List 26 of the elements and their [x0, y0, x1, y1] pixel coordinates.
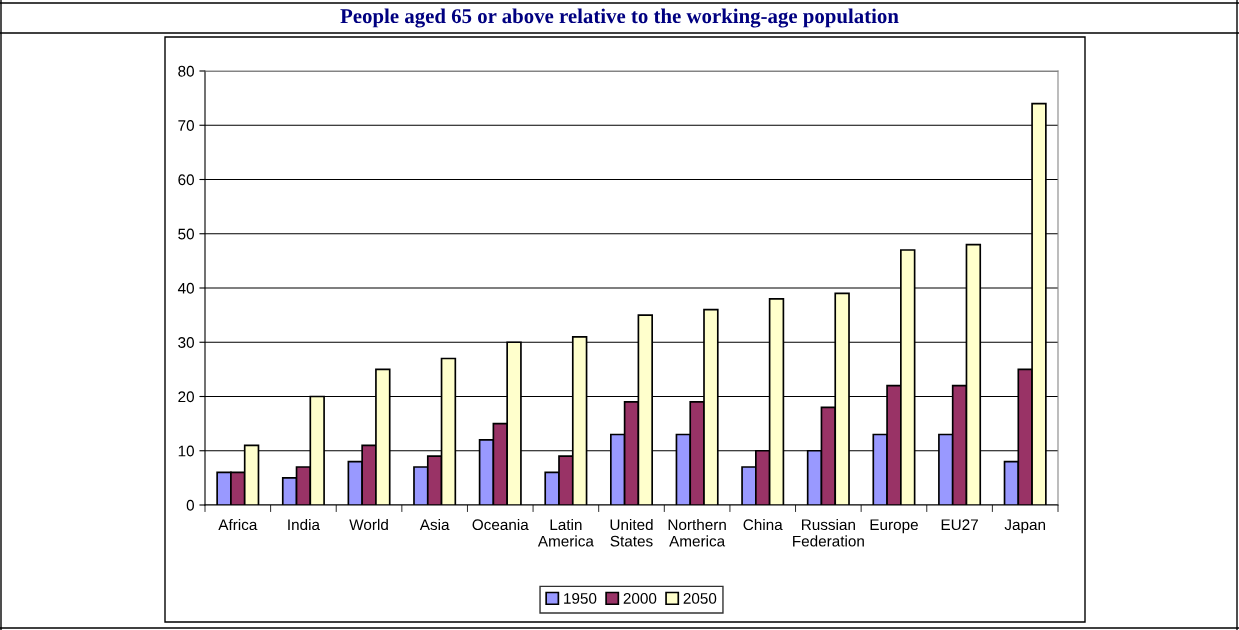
x-tick-label: EU27: [941, 519, 978, 531]
legend-label: 2000: [623, 593, 657, 604]
y-tick-label: 10: [178, 445, 194, 457]
x-tick-label: Asia: [419, 518, 450, 531]
y-tick-label: 80: [178, 65, 194, 77]
legend-label: 2050: [683, 593, 717, 604]
y-tick-label: 30: [178, 337, 194, 348]
y-tick-label: 50: [178, 228, 194, 240]
y-tick-label: 70: [178, 120, 194, 131]
y-tick-label: 0: [186, 499, 194, 511]
y-tick-label: 60: [178, 174, 194, 186]
x-tick-label: Russian Federation: [793, 518, 864, 547]
chart-title: People aged 65 or above relative to the working-age population: [340, 8, 899, 28]
legend-label: 1950: [564, 593, 597, 604]
x-tick-label: Europe: [870, 519, 918, 534]
x-tick-label: India: [288, 518, 320, 531]
x-tick-label: Japan: [1004, 519, 1046, 534]
y-tick-label: 20: [178, 391, 194, 403]
x-tick-label: World: [349, 518, 388, 531]
x-tick-label: Latin America: [537, 518, 594, 547]
x-tick-label: Northern America: [668, 518, 726, 547]
x-tick-label: Africa: [218, 518, 258, 531]
x-tick-label: China: [743, 518, 783, 531]
x-tick-label: United States: [610, 518, 653, 547]
y-tick-label: 40: [177, 282, 194, 294]
x-tick-label: Oceania: [472, 518, 529, 531]
